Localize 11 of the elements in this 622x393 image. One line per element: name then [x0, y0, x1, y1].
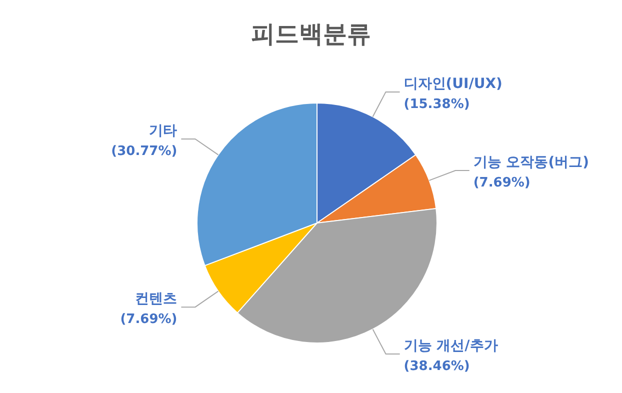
slice-label: 디자인(UI/UX) [404, 76, 502, 92]
chart-title: 피드백분류 [251, 20, 371, 48]
data-label: (38.46%) [404, 359, 470, 374]
slice-label: 컨텐츠 [135, 291, 178, 308]
data-label: (7.69%) [473, 175, 530, 190]
data-label: (15.38%) [404, 96, 470, 112]
slice-label: 기타 [149, 122, 178, 139]
slice-label: 기능 개선/추가 [404, 338, 498, 354]
data-label: (30.77%) [111, 144, 178, 159]
slice-label: 기능 오작동(버그) [473, 154, 590, 170]
data-label: (7.69%) [120, 312, 178, 328]
